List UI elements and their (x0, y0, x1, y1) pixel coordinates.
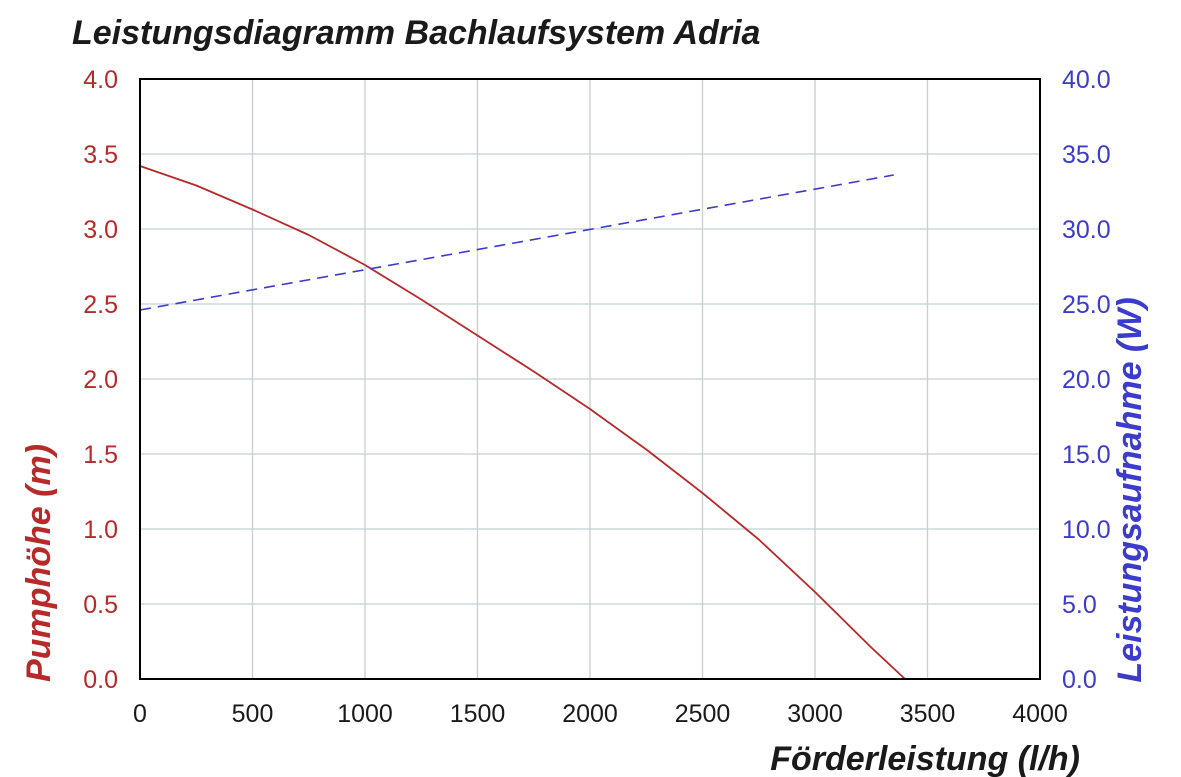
x-tick-label: 3500 (900, 700, 956, 728)
y-right-tick-label: 5.0 (1062, 591, 1097, 619)
y-left-tick-label: 0.0 (83, 666, 118, 694)
grid (139, 78, 1041, 680)
x-axis-ticks: 0 500 1000 1500 2000 2500 3000 3500 4000 (133, 700, 1068, 728)
y-left-tick-label: 4.0 (83, 66, 118, 94)
series-line-head (139, 165, 906, 680)
y-right-tick-label: 0.0 (1062, 666, 1097, 694)
x-axis-label: Förderleistung (l/h) (770, 740, 1080, 777)
x-tick-label: 4000 (1012, 700, 1068, 728)
y-right-axis-ticks: 0.0 5.0 10.0 15.0 20.0 25.0 30.0 35.0 40.0 (1062, 66, 1111, 694)
series-layer (139, 165, 906, 680)
y-right-tick-label: 35.0 (1062, 141, 1111, 169)
y-left-axis-ticks: 0.0 0.5 1.0 1.5 2.0 2.5 3.0 3.5 4.0 (83, 66, 118, 694)
x-tick-label: 0 (133, 700, 147, 728)
y-left-tick-label: 1.5 (83, 441, 118, 469)
x-tick-label: 2000 (562, 700, 618, 728)
y-right-tick-label: 40.0 (1062, 66, 1111, 94)
x-tick-label: 2500 (675, 700, 731, 728)
plot-frame (139, 78, 1041, 680)
y-right-tick-label: 20.0 (1062, 366, 1111, 394)
chart-title: Leistungsdiagramm Bachlaufsystem Adria (72, 14, 760, 52)
x-tick-label: 3000 (787, 700, 843, 728)
x-tick-label: 1500 (450, 700, 506, 728)
y-right-axis-label: Leistungsaufnahme (W) (1111, 297, 1149, 682)
y-left-tick-label: 2.5 (83, 291, 118, 319)
y-left-tick-label: 3.0 (83, 216, 118, 244)
y-left-tick-label: 2.0 (83, 366, 118, 394)
y-left-tick-label: 3.5 (83, 141, 118, 169)
y-right-tick-label: 15.0 (1062, 441, 1111, 469)
x-tick-label: 1000 (337, 700, 393, 728)
y-right-tick-label: 10.0 (1062, 516, 1111, 544)
y-left-tick-label: 1.0 (83, 516, 118, 544)
y-left-axis-label: Pumphöhe (m) (20, 444, 58, 682)
y-right-tick-label: 25.0 (1062, 291, 1111, 319)
y-right-tick-label: 30.0 (1062, 216, 1111, 244)
y-left-tick-label: 0.5 (83, 591, 118, 619)
x-tick-label: 500 (232, 700, 274, 728)
series-line-power (139, 174, 894, 311)
